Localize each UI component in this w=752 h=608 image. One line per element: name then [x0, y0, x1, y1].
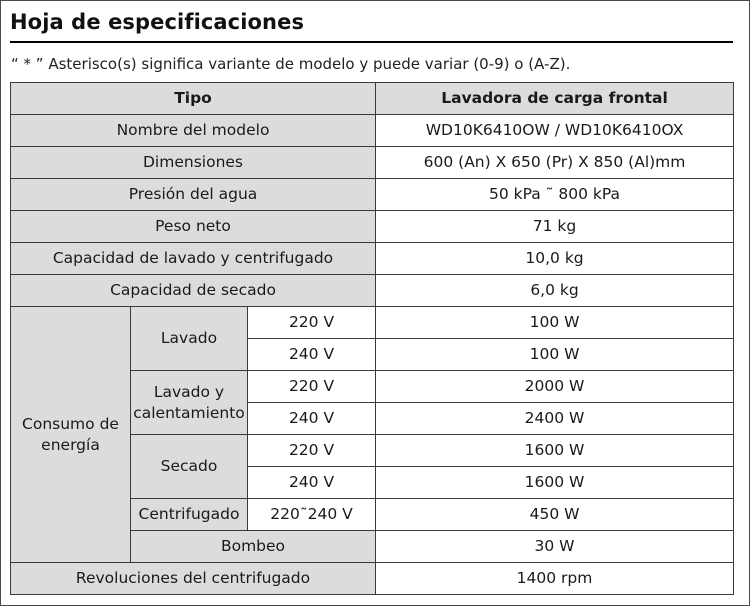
table-row: 240 V 2400 W	[11, 402, 735, 435]
row-value: 71 kg	[375, 210, 735, 243]
row-label: Revoluciones del centrifugado	[9, 562, 377, 595]
header-type: Tipo	[9, 82, 377, 115]
table-row: Centrifugado 220˜240 V 450 W	[11, 498, 735, 531]
row-label: Dimensiones	[9, 146, 377, 179]
row-value: 6,0 kg	[375, 274, 735, 307]
row-label: Nombre del modelo	[9, 114, 377, 147]
consumo-label: Consumo de energía	[10, 306, 131, 563]
power-value: 1600 W	[375, 434, 735, 467]
table-row: Presión del agua 50 kPa ˜ 800 kPa	[9, 178, 735, 211]
table-row: Capacidad de secado 6,0 kg	[9, 274, 735, 307]
title-rule	[10, 41, 733, 43]
power-value: 2000 W	[375, 370, 735, 403]
table-row: Secado 220 V 1600 W	[11, 434, 735, 499]
table-row: Consumo de energía Lavado 220 V 100 W	[10, 306, 735, 563]
row-label: Presión del agua	[9, 178, 377, 211]
table-row: 240 V 1600 W	[11, 466, 735, 499]
table-row: Capacidad de lavado y centrifugado 10,0 …	[9, 242, 735, 275]
row-label: Capacidad de secado	[9, 274, 377, 307]
mode-label: Centrifugado	[130, 498, 248, 531]
table-row: Dimensiones 600 (An) X 650 (Pr) X 850 (A…	[9, 146, 735, 179]
mode-label: Lavado	[130, 306, 248, 371]
row-value: 1400 rpm	[375, 562, 735, 595]
voltage-cell: 220˜240 V	[246, 498, 377, 531]
mode-label: Lavado y calentamiento	[130, 370, 248, 435]
voltage-cell: 220 V	[246, 434, 377, 467]
voltage-cell: 220 V	[246, 306, 377, 339]
mode-label: Secado	[130, 434, 248, 499]
power-value: 450 W	[375, 498, 735, 531]
table-row: Nombre del modelo WD10K6410OW / WD10K641…	[9, 114, 735, 147]
row-label: Capacidad de lavado y centrifugado	[9, 242, 377, 275]
voltage-cell: 240 V	[246, 338, 377, 371]
spec-table: Tipo Lavadora de carga frontal Nombre de…	[9, 82, 735, 595]
row-value: 50 kPa ˜ 800 kPa	[375, 178, 735, 211]
voltage-cell: 240 V	[246, 402, 377, 435]
power-value: 100 W	[375, 306, 735, 339]
bombeo-label: Bombeo	[129, 530, 377, 563]
table-header-row: Tipo Lavadora de carga frontal	[9, 82, 735, 115]
power-value: 100 W	[375, 338, 735, 371]
table-row: Revoluciones del centrifugado 1400 rpm	[9, 562, 735, 595]
bombeo-value: 30 W	[375, 530, 735, 563]
table-row: Peso neto 71 kg	[9, 210, 735, 243]
page-title: Hoja de especificaciones	[10, 10, 305, 34]
power-value: 1600 W	[375, 466, 735, 499]
row-value: WD10K6410OW / WD10K6410OX	[375, 114, 735, 147]
table-row: Bombeo 30 W	[11, 530, 735, 563]
power-value: 2400 W	[375, 402, 735, 435]
voltage-cell: 240 V	[246, 466, 377, 499]
row-value: 600 (An) X 650 (Pr) X 850 (Al)mm	[375, 146, 735, 179]
row-label: Peso neto	[9, 210, 377, 243]
row-value: 10,0 kg	[375, 242, 735, 275]
header-product: Lavadora de carga frontal	[375, 82, 735, 115]
voltage-cell: 220 V	[246, 370, 377, 403]
asterisk-note: “ * ” Asterisco(s) significa variante de…	[11, 55, 571, 73]
